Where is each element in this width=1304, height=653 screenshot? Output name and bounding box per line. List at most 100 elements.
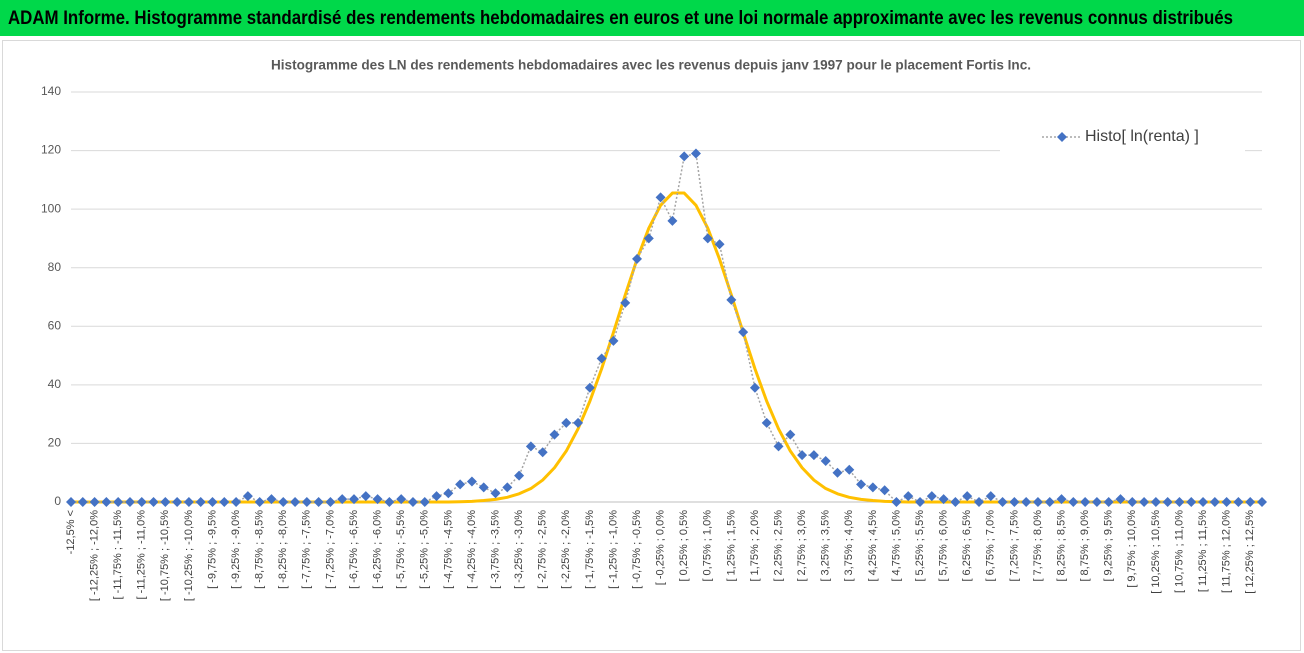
data-point xyxy=(973,497,984,507)
data-point xyxy=(856,479,867,490)
x-tick-label: [ -5,25% ; -5,0% xyxy=(419,510,431,589)
x-tick-label: [ 4,75% ; 5,0% xyxy=(890,510,902,582)
x-tick-label: [ 9,75% ; 10,0% xyxy=(1126,510,1138,588)
x-tick-label: [ 3,25% ; 3,5% xyxy=(820,510,832,582)
data-point xyxy=(608,335,619,346)
data-point xyxy=(702,233,713,244)
data-point xyxy=(1221,497,1232,507)
data-point xyxy=(136,497,147,507)
data-point xyxy=(903,491,914,502)
chart-title: Histogramme des LN des rendements hebdom… xyxy=(271,57,1031,73)
data-point xyxy=(1044,497,1055,507)
data-point xyxy=(1021,497,1032,507)
x-tick-label: [ 8,25% ; 8,5% xyxy=(1055,510,1067,582)
data-point xyxy=(785,429,796,440)
x-tick-label: [ -5,75% ; -5,5% xyxy=(395,510,407,589)
x-tick-label: [ 6,25% ; 6,5% xyxy=(961,510,973,582)
data-point xyxy=(514,470,525,481)
data-point xyxy=(419,497,430,507)
y-tick-label: 80 xyxy=(48,260,62,274)
x-tick-label: [ -11,75% ; -11,5% xyxy=(112,510,124,600)
data-point xyxy=(797,450,808,461)
data-point xyxy=(455,479,466,490)
x-tick-label: [ 4,25% ; 4,5% xyxy=(867,510,879,582)
x-tick-label: [ -1,75% ; -1,5% xyxy=(584,510,596,589)
x-tick-label: [ 11,25% ; 11,5% xyxy=(1197,510,1209,592)
data-point xyxy=(773,441,784,452)
x-tick-label: [ -0,25% ; 0,0% xyxy=(655,510,667,585)
data-point xyxy=(926,491,937,502)
x-tick-label: [ -2,75% ; -2,5% xyxy=(537,510,549,589)
data-point xyxy=(738,327,749,338)
x-tick-label: [ -10,75% ; -10,5% xyxy=(159,510,171,601)
x-tick-label: [ 7,75% ; 8,0% xyxy=(1032,510,1044,582)
data-point xyxy=(714,239,725,250)
data-point xyxy=(478,482,489,493)
data-point xyxy=(431,491,442,502)
legend-marker xyxy=(1057,132,1067,142)
data-point xyxy=(1209,497,1220,507)
x-tick-label: [ -9,25% ; -9,0% xyxy=(230,510,242,589)
x-tick-label: [ 9,25% ; 9,5% xyxy=(1103,510,1115,582)
legend-label: Histo[ ln(renta) ] xyxy=(1085,128,1199,145)
data-point xyxy=(278,497,289,507)
x-tick-label: [ -9,75% ; -9,5% xyxy=(206,510,218,589)
x-tick-label: [ -8,25% ; -8,0% xyxy=(277,510,289,589)
data-point xyxy=(337,494,348,505)
data-point xyxy=(113,497,124,507)
data-point xyxy=(1009,497,1020,507)
data-point xyxy=(219,497,230,507)
x-tick-label: [ -8,75% ; -8,5% xyxy=(254,510,266,589)
data-point xyxy=(938,494,949,505)
x-tick-label: [ -3,75% ; -3,5% xyxy=(489,510,501,589)
x-tick-label: [ -6,75% ; -6,5% xyxy=(348,510,360,589)
x-tick-label: [ 10,25% ; 10,5% xyxy=(1150,510,1162,594)
data-point xyxy=(891,497,902,507)
data-point xyxy=(183,497,194,507)
x-tick-label: [ -6,25% ; -6,0% xyxy=(372,510,384,589)
data-point xyxy=(1257,497,1267,507)
data-point xyxy=(89,497,100,507)
x-tick-label: [ -12,25% ; -12,0% xyxy=(88,510,100,601)
data-point xyxy=(195,497,206,507)
data-point xyxy=(749,382,760,393)
data-point xyxy=(148,497,159,507)
data-point xyxy=(101,497,112,507)
data-point xyxy=(1139,497,1150,507)
data-point xyxy=(867,482,878,493)
x-tick-label: [ -7,75% ; -7,5% xyxy=(301,510,313,589)
data-point xyxy=(466,476,477,487)
data-point xyxy=(1056,494,1067,505)
x-tick-label: [ -4,75% ; -4,5% xyxy=(442,510,454,589)
data-point xyxy=(1198,497,1209,507)
x-tick-label: [ 10,75% ; 11,0% xyxy=(1173,510,1185,593)
data-point xyxy=(490,488,501,499)
data-point xyxy=(349,494,360,505)
data-point xyxy=(690,148,701,159)
x-tick-label: [ -7,25% ; -7,0% xyxy=(324,510,336,589)
y-tick-label: 140 xyxy=(41,84,61,98)
data-point xyxy=(726,294,737,305)
x-tick-label: [ 12,25% ; 12,5% xyxy=(1244,510,1256,594)
data-point xyxy=(808,450,819,461)
x-tick-label: [ -0,75% ; -0,5% xyxy=(631,510,643,589)
x-tick-label: [ 6,75% ; 7,0% xyxy=(985,510,997,582)
data-point xyxy=(254,497,265,507)
data-point xyxy=(325,497,336,507)
data-point xyxy=(1068,497,1079,507)
data-point xyxy=(573,417,584,428)
data-point xyxy=(997,497,1008,507)
data-point xyxy=(160,497,171,507)
x-tick-label: [ 7,25% ; 7,5% xyxy=(1008,510,1020,582)
data-point xyxy=(1091,497,1102,507)
data-point xyxy=(620,297,631,308)
data-point xyxy=(242,491,253,502)
data-point xyxy=(313,497,324,507)
data-point xyxy=(1150,497,1161,507)
data-point xyxy=(632,253,643,264)
y-tick-label: 60 xyxy=(48,318,62,332)
data-point xyxy=(66,497,76,507)
header-title: ADAM Informe. Histogramme standardisé de… xyxy=(8,8,1233,29)
x-tick-label: [ -10,25% ; -10,0% xyxy=(183,510,195,601)
